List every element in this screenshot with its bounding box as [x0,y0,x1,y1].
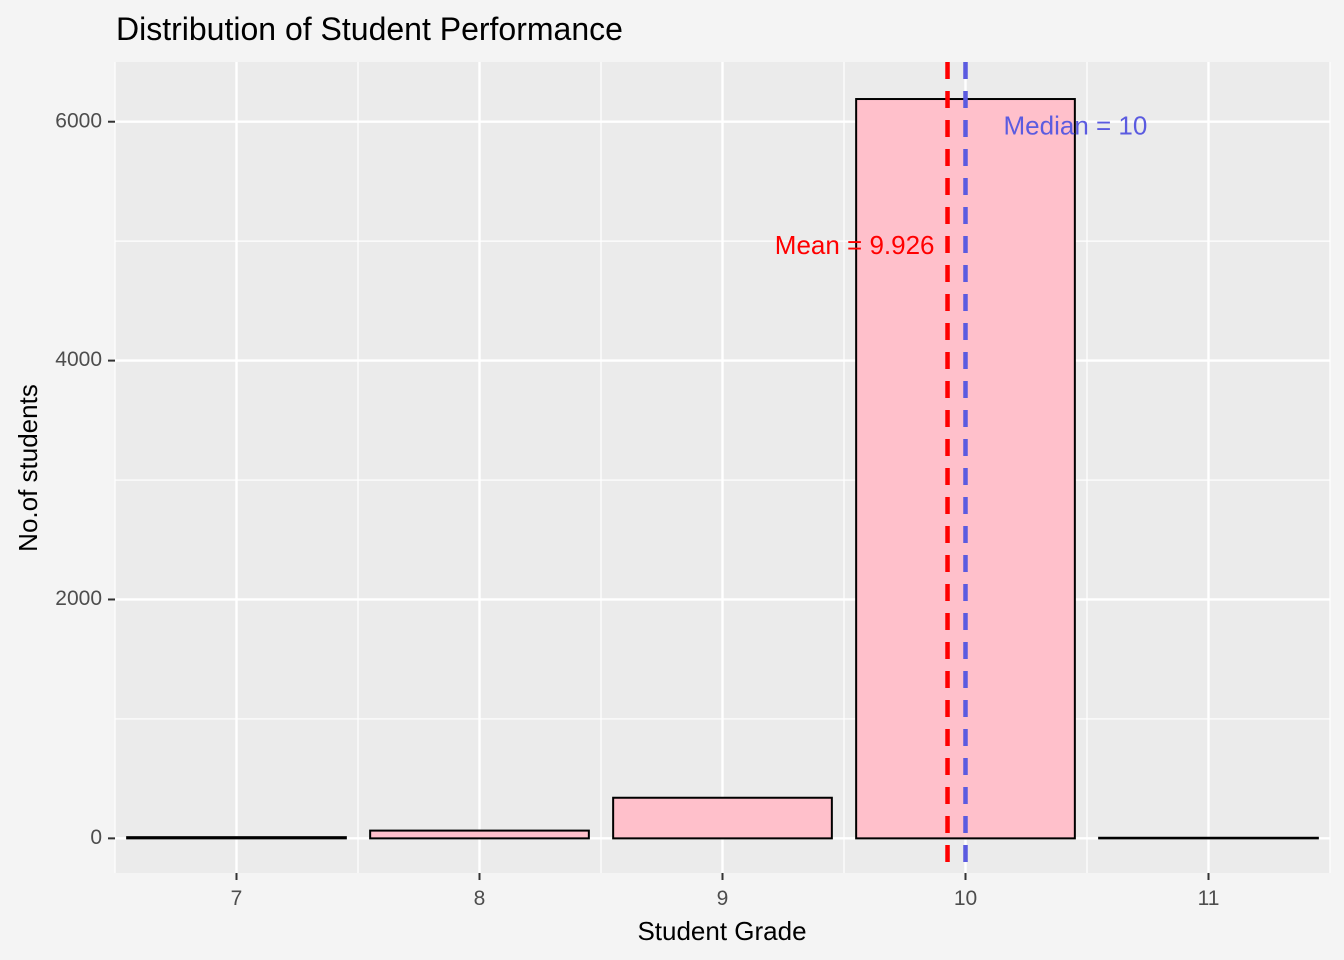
reference-lines: Mean = 9.926 Median = 10 [775,62,1148,873]
chart-title: Distribution of Student Performance [116,11,623,47]
x-tick-label: 11 [1198,887,1220,910]
x-axis: 7 8 9 10 11 [231,873,1220,910]
x-axis-title: Student Grade [637,916,806,946]
mean-annotation: Mean = 9.926 [775,230,935,260]
x-tick-label: 8 [474,887,486,910]
bar-grade-8 [369,829,590,840]
y-tick-label: 6000 [55,109,102,132]
y-tick-label: 2000 [55,587,102,610]
bar-grade-11 [1098,836,1319,840]
y-tick-label: 0 [90,826,102,849]
y-axis-title: No.of students [13,384,43,552]
x-tick-label: 7 [231,887,243,910]
y-tick-label: 4000 [55,348,102,371]
x-tick-label: 9 [717,887,729,910]
y-axis: 0 2000 4000 6000 [55,109,115,849]
bar-grade-7 [126,836,347,840]
bar-grade-9 [612,796,833,840]
median-annotation: Median = 10 [1004,111,1148,141]
x-tick-label: 10 [954,887,977,910]
